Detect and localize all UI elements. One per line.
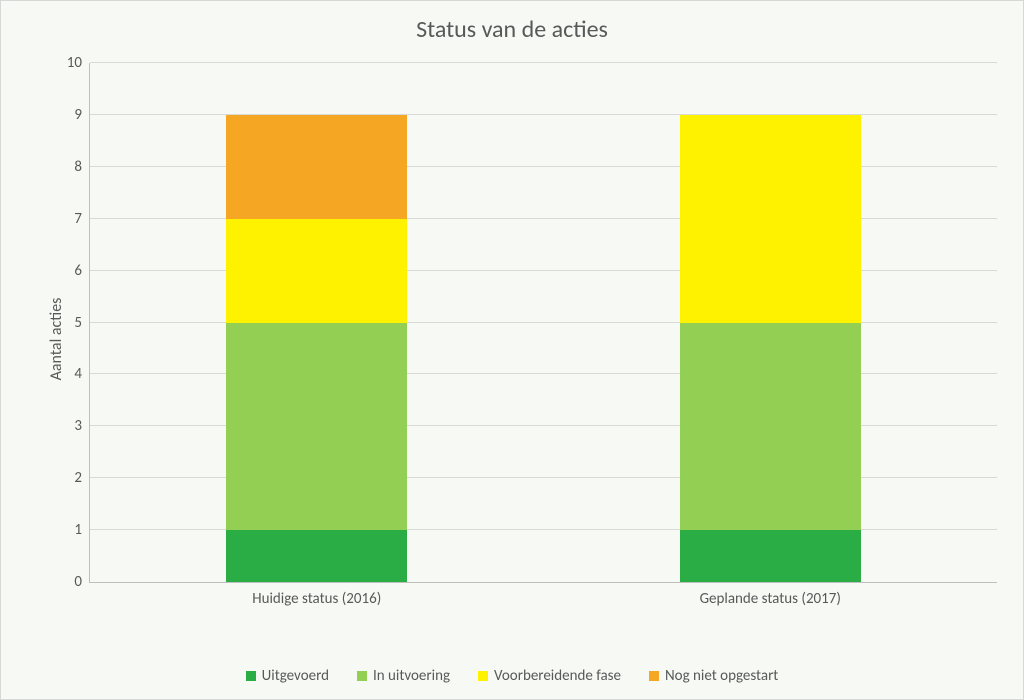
y-tick-label: 10 <box>67 54 90 72</box>
y-tick-label: 4 <box>74 365 90 383</box>
legend-label: Nog niet opgestart <box>665 667 778 685</box>
bar-segment-in_uitvoering <box>226 323 407 531</box>
y-tick-label: 7 <box>74 210 90 228</box>
y-tick-label: 0 <box>74 573 90 591</box>
legend-item-in_uitvoering: In uitvoering <box>357 667 450 685</box>
legend-swatch <box>478 671 488 681</box>
legend-item-nog_niet_opgestart: Nog niet opgestart <box>649 667 778 685</box>
y-tick-label: 1 <box>74 521 90 539</box>
legend-swatch <box>357 671 367 681</box>
legend-item-voorbereidende_fase: Voorbereidende fase <box>478 667 621 685</box>
bar-segment-nog_niet_opgestart <box>226 115 407 219</box>
chart-container: Status van de acties Aantal acties 01234… <box>0 0 1024 700</box>
plot-area: 012345678910Huidige status (2016)Gepland… <box>89 63 997 583</box>
legend-label: Uitgevoerd <box>262 667 329 685</box>
x-tick-label: Geplande status (2017) <box>700 582 841 608</box>
chart-title: Status van de acties <box>1 1 1023 52</box>
bar-segment-voorbereidende_fase <box>226 219 407 323</box>
bar-stack <box>226 63 407 582</box>
y-tick-label: 2 <box>74 469 90 487</box>
bar-segment-uitgevoerd <box>226 530 407 582</box>
bar-stack <box>680 63 861 582</box>
legend: Uitgevoerd In uitvoering Voorbereidende fa… <box>1 667 1023 685</box>
y-tick-label: 9 <box>74 106 90 124</box>
plot-wrapper: Aantal acties 012345678910Huidige status… <box>33 63 997 615</box>
y-tick-label: 3 <box>74 417 90 435</box>
legend-item-uitgevoerd: Uitgevoerd <box>246 667 329 685</box>
legend-swatch <box>649 671 659 681</box>
y-axis-label: Aantal acties <box>47 298 66 381</box>
bar-segment-uitgevoerd <box>680 530 861 582</box>
y-tick-label: 6 <box>74 262 90 280</box>
y-tick-label: 5 <box>74 314 90 332</box>
y-tick-label: 8 <box>74 158 90 176</box>
x-tick-label: Huidige status (2016) <box>252 582 381 608</box>
bar-segment-in_uitvoering <box>680 323 861 531</box>
legend-swatch <box>246 671 256 681</box>
legend-label: Voorbereidende fase <box>494 667 621 685</box>
bar-segment-voorbereidende_fase <box>680 115 861 323</box>
legend-label: In uitvoering <box>373 667 450 685</box>
